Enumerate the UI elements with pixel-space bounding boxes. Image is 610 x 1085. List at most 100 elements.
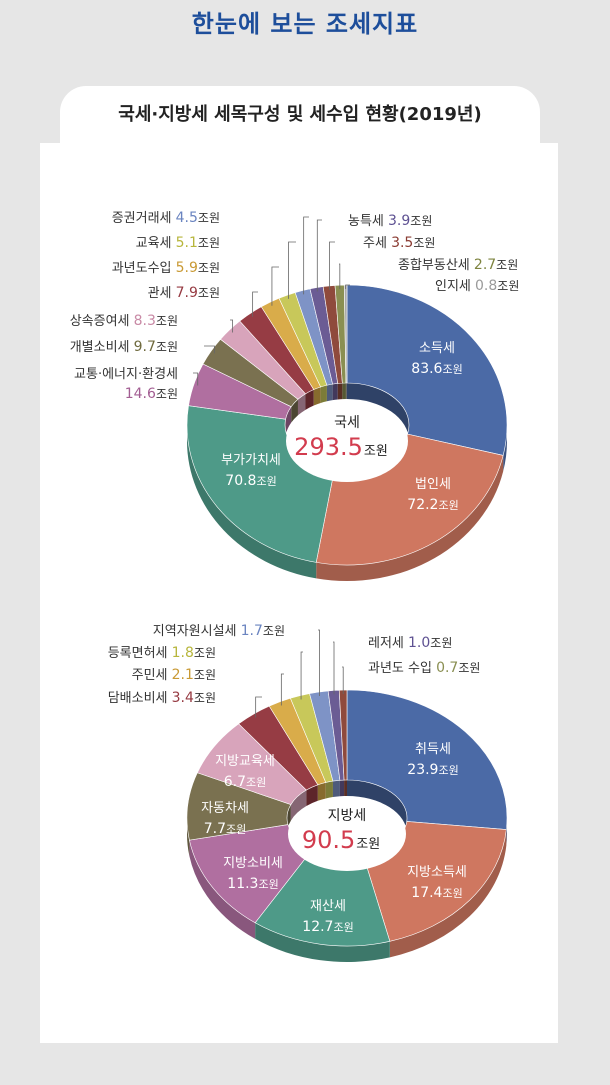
slice-callout-교통·에너지·환경세: 교통·에너지·환경세 14.6조원 [74, 367, 199, 402]
slice-label-value: 7.7조원 [204, 821, 247, 837]
callout-text: 종합부동산세 2.7조원 [398, 257, 518, 273]
leader-line [252, 291, 258, 317]
leader-line [271, 266, 279, 306]
donut-top [186, 689, 508, 947]
slice-label-value: 17.4조원 [411, 885, 462, 901]
slice-callout-교육세: 교육세 5.1조원 [136, 235, 296, 299]
slice-label-지방교육세: 지방교육세 6.7조원 [215, 754, 275, 790]
slice-inner-인지세 [345, 383, 347, 400]
slice-label-name: 자동차세 [201, 801, 249, 816]
leader-line [345, 284, 350, 290]
slice-label-지방소비세: 지방소비세 11.3조원 [223, 856, 283, 892]
slice-label-name: 소득세 [419, 341, 455, 356]
slice-inner-상속증여세 [297, 393, 306, 416]
callout-text: 등록면허세 1.8조원 [108, 645, 216, 661]
donut-center [286, 400, 408, 482]
slice-label-지방소득세: 지방소득세 17.4조원 [407, 865, 467, 901]
slice-label-취득세: 취득세 23.9조원 [407, 742, 458, 778]
slice-inner-농특세 [332, 383, 338, 401]
slice-label-value: 11.3조원 [227, 876, 278, 892]
slice-callout-등록면허세: 등록면허세 1.8조원 [108, 645, 303, 700]
slice-label-value: 70.8조원 [225, 473, 276, 489]
slice-label-name: 취득세 [415, 742, 451, 757]
callout-text: 지역자원시설세 1.7조원 [153, 623, 285, 639]
slice-callout-지역자원시설세: 지역자원시설세 1.7조원 [153, 623, 320, 696]
slice-callout-인지세: 인지세 0.8조원 [345, 278, 519, 294]
slice-side-재산세 [255, 922, 390, 962]
slice-label-재산세: 재산세 12.7조원 [302, 899, 353, 935]
center-label: 국세 [334, 415, 360, 431]
donut-top [186, 284, 508, 566]
page-title: 한눈에 보는 조세지표 [191, 10, 419, 38]
callout-name: 교통·에너지·환경세 [74, 367, 178, 382]
callout-text: 과년도수입 5.9조원 [112, 260, 220, 276]
slice-callout-개별소비세: 개별소비세 9.7조원 [70, 339, 215, 355]
slice-label-name: 지방소득세 [407, 865, 467, 880]
slice-label-value: 23.9조원 [407, 762, 458, 778]
callout-text: 과년도 수입 0.7조원 [368, 660, 480, 676]
callout-text: 증권거래세 4.5조원 [112, 210, 220, 226]
slice-inner-지방교육세 [290, 790, 307, 821]
slice-inner-종합부동산세 [342, 383, 346, 400]
slice-label-value: 72.2조원 [407, 497, 458, 513]
callout-text: 농특세 3.9조원 [348, 213, 432, 229]
center-total: 90.5조원 [302, 826, 380, 854]
slice-callout-레저세: 레저세 1.0조원 [333, 635, 452, 695]
slice-callout-관세: 관세 7.9조원 [148, 285, 258, 317]
leader-line [318, 629, 320, 696]
slice-inner-레저세 [339, 780, 345, 797]
slice-inner-교육세 [320, 385, 327, 403]
callout-text: 상속증여세 8.3조원 [70, 313, 178, 329]
leader-line [342, 666, 344, 695]
slice-inner-지역자원시설세 [332, 780, 340, 798]
subtitle-tab [60, 86, 540, 144]
slice-inner-주세 [337, 383, 343, 400]
leader-line [300, 651, 303, 700]
slice-label-value: 83.6조원 [411, 361, 462, 377]
slice-callout-과년도 수입: 과년도 수입 0.7조원 [342, 660, 480, 695]
callout-text: 개별소비세 9.7조원 [70, 339, 178, 355]
slice-label-name: 지방소비세 [223, 856, 283, 871]
leader-line [280, 673, 284, 706]
leader-line [230, 319, 234, 333]
callout-text: 관세 7.9조원 [148, 285, 220, 301]
slice-label-name: 재산세 [310, 899, 346, 914]
slice-callout-담배소비세: 담배소비세 3.4조원 [108, 690, 262, 718]
callout-text: 레저세 1.0조원 [368, 635, 452, 651]
donut-side-walls [187, 818, 507, 962]
slice-callout-주세: 주세 3.5조원 [329, 235, 435, 290]
slice-inner-개별소비세 [291, 399, 298, 423]
callout-text: 주세 3.5조원 [363, 235, 435, 251]
leader-line [329, 241, 335, 290]
leader-line [255, 696, 262, 718]
slice-callout-과년도수입: 과년도수입 5.9조원 [112, 260, 279, 306]
slice-label-자동차세: 자동차세 7.7조원 [201, 801, 249, 837]
slice-label-name: 법인세 [415, 477, 451, 492]
slice-소득세 [346, 284, 508, 456]
slice-과년도 수입 [338, 689, 348, 781]
slice-label-name: 지방교육세 [215, 754, 275, 769]
slice-inner-관세 [305, 389, 314, 410]
leader-line [333, 641, 335, 695]
slice-label-부가가치세: 부가가치세 70.8조원 [221, 453, 281, 489]
slice-inner-담배소비세 [306, 784, 318, 807]
slice-inner-교통·에너지·환경세 [285, 406, 292, 436]
slice-inner-등록면허세 [325, 781, 333, 799]
slice-callout-증권거래세: 증권거래세 4.5조원 [112, 210, 309, 295]
slice-label-value: 12.7조원 [302, 919, 353, 935]
slice-label-value: 6.7조원 [224, 774, 267, 790]
leader-line [303, 216, 309, 295]
slice-인지세 [343, 284, 348, 384]
leader-line [204, 345, 215, 354]
slice-callout-주민세: 주민세 2.1조원 [132, 667, 284, 706]
donut-center [288, 797, 406, 871]
slice-side-법인세 [316, 455, 504, 581]
leader-line [339, 263, 341, 290]
slice-label-소득세: 소득세 83.6조원 [411, 341, 462, 377]
leader-line [193, 372, 199, 386]
slice-callout-상속증여세: 상속증여세 8.3조원 [70, 313, 234, 333]
chart-subtitle: 국세·지방세 세목구성 및 세수입 현황(2019년) [118, 104, 482, 125]
slice-side-자동차세 [187, 818, 190, 857]
